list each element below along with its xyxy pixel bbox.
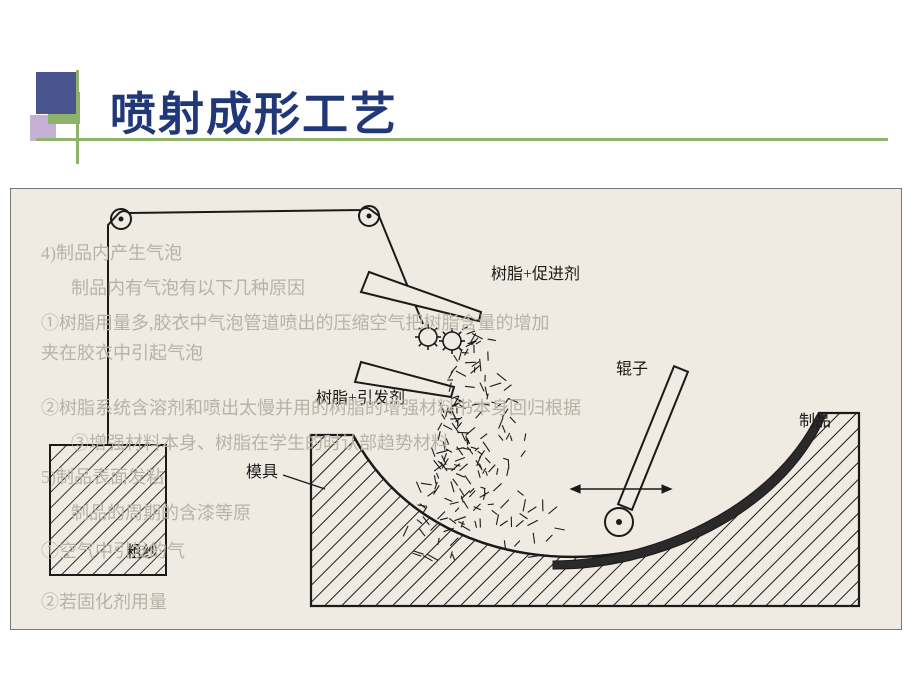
label-resin-initiator: 树脂+引发剂 (316, 389, 405, 407)
nozzle-upper (361, 272, 481, 321)
slide-title: 喷射成形工艺 (110, 78, 398, 144)
label-roving: 粗纱 (126, 543, 158, 561)
deco-square-blue (36, 72, 78, 114)
pulley-center (367, 214, 372, 219)
chopper-gear (443, 332, 461, 350)
label-resin-accelerator: 树脂+促进剂 (491, 265, 580, 283)
label-mold: 模具 (246, 463, 278, 481)
pulley-center (119, 217, 124, 222)
label-roller: 辊子 (616, 360, 648, 378)
label-product: 制品 (799, 412, 831, 430)
chopper-gear (419, 328, 437, 346)
title-underline-v (76, 70, 79, 164)
slide: 喷射成形工艺 4)制品内产生气泡制品内有气泡有以下几种原因①树脂用量多,胶衣中气… (0, 0, 920, 690)
mold-body (311, 413, 859, 606)
fiber-thread (108, 208, 423, 445)
diagram-frame: 4)制品内产生气泡制品内有气泡有以下几种原因①树脂用量多,胶衣中气泡管道喷出的压… (10, 188, 902, 630)
diagram-svg: 树脂+促进剂树脂+引发剂 辊子制品模具粗纱 (11, 189, 901, 629)
